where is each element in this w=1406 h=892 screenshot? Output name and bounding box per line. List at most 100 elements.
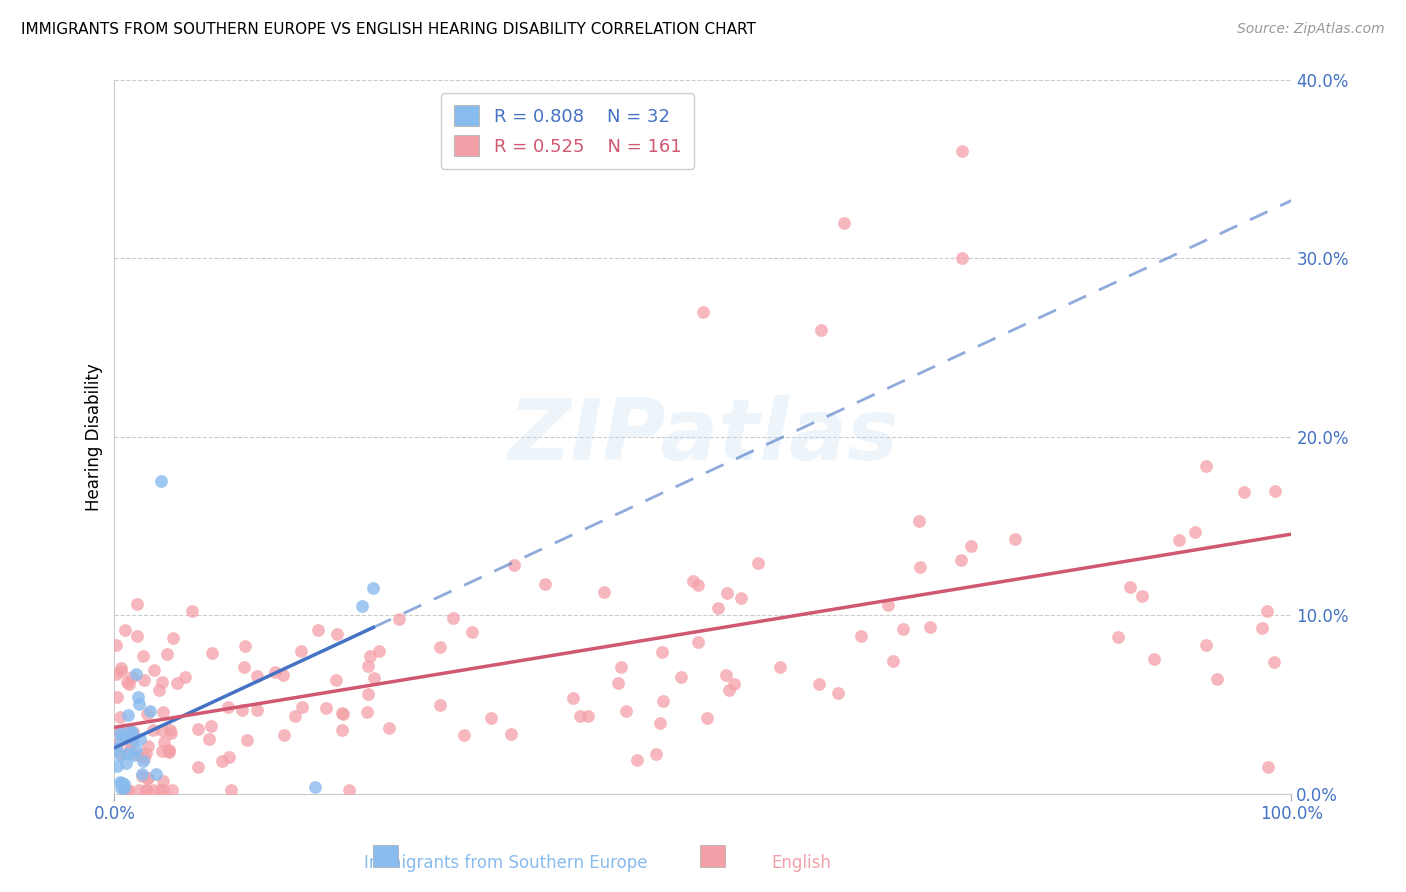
Point	[157, 744, 180, 758]
Point	[145, 767, 167, 781]
FancyBboxPatch shape	[373, 845, 398, 867]
Point	[707, 600, 730, 615]
Point	[332, 706, 354, 721]
Point	[810, 323, 832, 337]
Point	[807, 677, 830, 691]
Point	[107, 724, 129, 739]
Point	[363, 582, 385, 596]
Point	[233, 640, 256, 654]
Point	[115, 731, 138, 745]
Point	[429, 698, 451, 713]
Point	[138, 704, 160, 718]
Point	[152, 773, 174, 788]
Point	[217, 699, 239, 714]
Point	[1168, 533, 1191, 547]
Point	[148, 682, 170, 697]
Point	[357, 687, 380, 701]
Point	[692, 305, 714, 319]
Point	[201, 646, 224, 660]
Point	[851, 629, 873, 643]
Text: Immigrants from Southern Europe: Immigrants from Southern Europe	[364, 855, 648, 872]
Point	[325, 626, 347, 640]
Point	[132, 649, 155, 664]
Point	[121, 724, 143, 739]
Point	[356, 705, 378, 719]
Point	[135, 783, 157, 797]
Point	[120, 723, 142, 738]
Point	[651, 645, 673, 659]
Point	[714, 667, 737, 681]
Point	[112, 781, 135, 796]
Point	[107, 690, 129, 705]
Point	[1107, 630, 1129, 644]
Point	[769, 659, 792, 673]
Point	[907, 514, 929, 528]
Point	[128, 697, 150, 711]
Point	[325, 673, 347, 687]
Point	[688, 578, 710, 592]
Point	[120, 742, 142, 756]
Point	[357, 659, 380, 673]
Point	[108, 725, 131, 739]
Point	[645, 747, 668, 762]
FancyBboxPatch shape	[700, 845, 725, 867]
Point	[150, 723, 173, 738]
Point	[152, 706, 174, 720]
Point	[950, 145, 973, 159]
Point	[503, 558, 526, 573]
Point	[104, 639, 127, 653]
Point	[117, 746, 139, 760]
Point	[141, 783, 163, 797]
Point	[1004, 532, 1026, 546]
Point	[717, 683, 740, 698]
Point	[218, 750, 240, 764]
Point	[121, 670, 143, 684]
Point	[284, 708, 307, 723]
Point	[200, 719, 222, 733]
Point	[696, 711, 718, 725]
Point	[614, 704, 637, 718]
Point	[501, 727, 523, 741]
Point	[350, 599, 373, 614]
Point	[606, 676, 628, 690]
Point	[104, 666, 127, 681]
Point	[107, 736, 129, 750]
Point	[117, 783, 139, 797]
Point	[232, 660, 254, 674]
Point	[166, 676, 188, 690]
Point	[959, 539, 981, 553]
Point	[152, 735, 174, 749]
Point	[127, 748, 149, 763]
Point	[112, 730, 135, 744]
Point	[149, 783, 172, 797]
Point	[882, 654, 904, 668]
Point	[568, 708, 591, 723]
Point	[1130, 589, 1153, 603]
Point	[187, 759, 209, 773]
Point	[115, 756, 138, 771]
Text: ZIPatlas: ZIPatlas	[508, 395, 898, 478]
Point	[291, 700, 314, 714]
Point	[827, 686, 849, 700]
Point	[610, 660, 633, 674]
Point	[359, 648, 381, 663]
Point	[132, 755, 155, 769]
Point	[1184, 524, 1206, 539]
Point	[918, 620, 941, 634]
Point	[236, 732, 259, 747]
Point	[441, 611, 464, 625]
Point	[330, 706, 353, 720]
Point	[136, 783, 159, 797]
Point	[118, 677, 141, 691]
Point	[110, 747, 132, 762]
Point	[307, 623, 329, 637]
Point	[117, 783, 139, 797]
Point	[135, 747, 157, 761]
Point	[110, 664, 132, 678]
Point	[332, 723, 354, 737]
Point	[180, 604, 202, 618]
Point	[132, 751, 155, 765]
Point	[315, 701, 337, 715]
Text: IMMIGRANTS FROM SOUTHERN EUROPE VS ENGLISH HEARING DISABILITY CORRELATION CHART: IMMIGRANTS FROM SOUTHERN EUROPE VS ENGLI…	[21, 22, 756, 37]
Point	[211, 755, 233, 769]
